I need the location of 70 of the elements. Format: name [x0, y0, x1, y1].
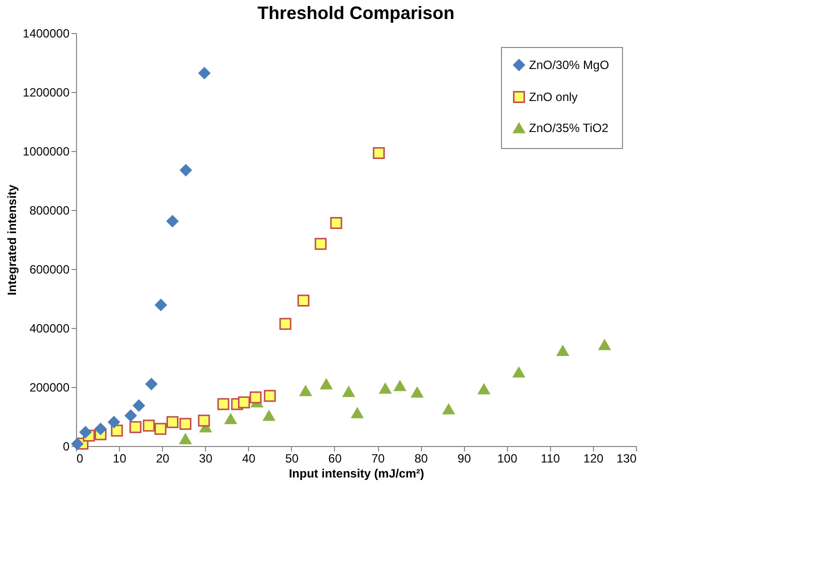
y-tick-label: 600000: [29, 262, 70, 276]
x-axis-title: Input intensity (mJ/cm²): [288, 466, 424, 480]
x-tick-label: 90: [458, 452, 472, 466]
point: [198, 414, 210, 427]
legend-label: ZnO/35% TiO2: [529, 121, 609, 135]
y-tick-label: 200000: [29, 380, 70, 394]
point: [166, 215, 178, 228]
y-tick-label: 800000: [29, 204, 70, 218]
point: [351, 408, 364, 418]
point: [132, 400, 145, 412]
point: [342, 386, 355, 398]
point: [379, 383, 392, 394]
point: [154, 298, 167, 311]
point: [108, 416, 120, 428]
y-tick-label: 1400000: [22, 26, 70, 40]
point: [442, 404, 455, 414]
point: [394, 380, 406, 392]
point: [279, 318, 292, 330]
point: [264, 390, 276, 402]
x-tick-label: 20: [156, 452, 170, 466]
legend-label: ZnO only: [529, 90, 578, 104]
x-tick-label: 130: [616, 452, 637, 466]
x-tick-label: 80: [414, 452, 428, 466]
x-tick-label: 30: [199, 452, 213, 466]
point: [217, 398, 230, 410]
point: [166, 416, 178, 428]
point: [94, 422, 107, 435]
y-tick-label: 1000000: [22, 144, 70, 158]
chart-title: Threshold Comparison: [257, 3, 455, 23]
x-tick-label: 120: [583, 452, 604, 466]
point: [154, 422, 166, 435]
point: [320, 378, 332, 390]
point: [598, 340, 611, 350]
point: [314, 238, 327, 250]
point: [145, 378, 158, 390]
point: [478, 384, 490, 394]
point: [512, 366, 525, 378]
x-tick-label: 70: [371, 452, 386, 466]
point: [179, 418, 192, 430]
y-axis-title: Integrated intensity: [4, 184, 19, 296]
legend-label: ZnO/30% MgO: [529, 58, 610, 72]
y-tick-label: 1200000: [22, 86, 70, 100]
point: [129, 421, 142, 434]
point: [262, 410, 275, 421]
x-tick-label: 50: [285, 452, 299, 466]
point: [297, 294, 310, 307]
point: [198, 67, 210, 80]
x-tick-label: 60: [328, 452, 342, 466]
point: [556, 345, 569, 356]
point: [79, 426, 92, 438]
x-tick-label: 40: [242, 452, 256, 466]
x-tick-label: 110: [540, 452, 560, 466]
point: [124, 410, 137, 422]
point: [330, 216, 342, 229]
x-tick-label: 100: [497, 452, 518, 466]
point: [224, 414, 237, 424]
point: [180, 164, 192, 176]
point: [179, 434, 192, 444]
y-tick-label: 400000: [29, 322, 70, 336]
point: [411, 387, 424, 398]
point: [372, 147, 385, 160]
point: [71, 438, 84, 450]
point: [300, 386, 312, 396]
point: [238, 396, 250, 408]
y-tick-label: 0: [62, 440, 70, 454]
point: [250, 391, 262, 404]
point: [142, 420, 155, 432]
x-tick-label: 10: [112, 452, 127, 466]
point: [110, 424, 123, 437]
x-tick-label: 0: [76, 452, 84, 466]
